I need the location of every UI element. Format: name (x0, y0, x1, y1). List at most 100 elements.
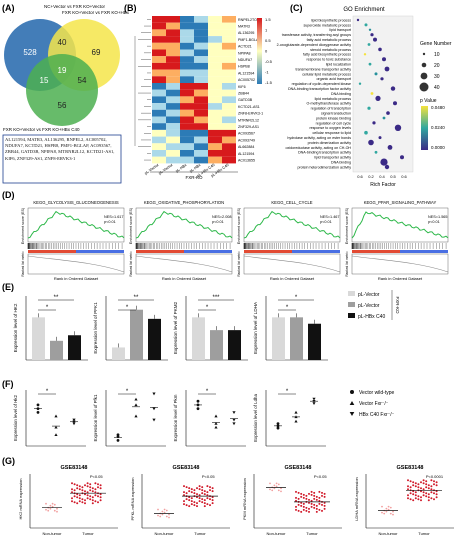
heatmap-cell (166, 109, 180, 117)
scatter-point-tumor (73, 495, 76, 498)
scatter-point-tumor (198, 494, 201, 497)
go-p-ticks: 0.0480 0.0240 0.0000 (431, 105, 445, 150)
scatter-point-tumor (422, 494, 425, 497)
scatter-point-tumor (300, 504, 303, 507)
scatter-point-tumor (196, 502, 198, 505)
heatmap-cell (152, 123, 166, 130)
gsea-es-curve (27, 210, 125, 239)
go-size-legend-dot (422, 52, 426, 56)
scatter-x-label: Tumor (82, 531, 94, 536)
sig-mark: * (206, 305, 209, 311)
scatter-point-tumor (313, 494, 316, 497)
heatmap-cell (152, 156, 166, 164)
gsea-stats: NES=1.467 (320, 215, 340, 219)
scatter-point-tumor (94, 491, 97, 494)
go-dot (364, 23, 368, 27)
scatter-point-tumor (94, 488, 97, 491)
scatter-point-nontumor (165, 515, 168, 518)
scatter-point-tumor (308, 501, 310, 504)
heatmap-cell (152, 16, 166, 23)
scatter-point-tumor (295, 499, 297, 502)
dot-point (72, 422, 76, 426)
scatter-point-tumor (420, 496, 422, 499)
heatmap-cell (208, 62, 222, 70)
scatter-point-tumor (206, 485, 209, 488)
go-dot (378, 47, 382, 52)
scatter-point-tumor (422, 491, 425, 494)
scatter-point-nontumor (387, 508, 390, 511)
gsea-stats: NES=2.008 (212, 215, 232, 219)
scatter-point-tumor (94, 494, 97, 497)
scatter-point-tumor (71, 500, 73, 503)
scatter-point-tumor (193, 504, 196, 507)
dot-point (36, 411, 40, 414)
go-term-label: cellular lipid metabolic process (302, 72, 351, 76)
scatter-point-tumor (407, 485, 409, 488)
heatmap-column-label: pL-HBx (189, 163, 202, 174)
heatmap-cell (180, 16, 194, 23)
legend-swatch-3 (348, 313, 355, 318)
dot-point (232, 422, 236, 426)
heatmap-cell (166, 69, 180, 77)
heatmap-cell (166, 62, 180, 70)
heatmap-cell (194, 116, 208, 124)
heatmap-cell (222, 89, 236, 97)
heatmap-cell (222, 62, 236, 70)
heatmap-cell (180, 89, 194, 97)
gsea-rank-y-label: Ranked list metric (21, 251, 25, 277)
go-term-label: lipid transport (329, 28, 351, 32)
scatter-point-nontumor (49, 507, 52, 510)
scatter-point-tumor (302, 493, 305, 496)
scatter-point-nontumor (53, 509, 56, 512)
heatmap-cell (208, 103, 222, 110)
scatter-point-tumor (190, 491, 193, 494)
scatter-point-nontumor (381, 505, 383, 508)
scatter-point-tumor (91, 490, 94, 493)
go-x-label: Rich Factor (370, 182, 396, 188)
dot-point (312, 402, 316, 406)
dot-point (214, 425, 218, 429)
gsea-rank-bar-pos (352, 250, 400, 253)
heatmap-cell (180, 150, 194, 157)
go-dot (370, 33, 374, 37)
scatter-point-tumor (185, 486, 188, 489)
scatter-point-tumor (407, 488, 409, 491)
scatter-point-tumor (201, 498, 204, 501)
go-dot (374, 150, 378, 154)
scatter-point-tumor (310, 490, 313, 493)
heatmap-cell (222, 143, 236, 150)
scatter-point-tumor (97, 501, 99, 504)
heatmap-gene-label: PMF1-BGLAP (238, 38, 261, 42)
sig-mark: * (286, 305, 289, 311)
scatter-point-tumor (188, 487, 191, 490)
heatmap-cell (152, 89, 166, 97)
scatter-point-tumor (86, 497, 89, 500)
dot-legend-1: Vector wild-type (359, 390, 395, 396)
scatter-point-tumor (414, 485, 417, 488)
scatter-point-tumor (427, 487, 430, 490)
panel-label-c: (C) (290, 3, 303, 13)
gsea-rank-bar-neg (184, 250, 232, 253)
heatmap-cell (152, 29, 166, 37)
sig-mark: * (46, 305, 49, 311)
bar-legend-1: pL-Vector (358, 292, 380, 298)
scatter-point-tumor (81, 486, 84, 489)
dot-point (54, 414, 58, 418)
scatter-dataset: GSE83148 (61, 465, 88, 471)
scatter-point-tumor (315, 507, 318, 510)
gsea-title: KEGG_OXIDATIVE_PHOSPHORYLATION (144, 200, 224, 205)
scatter-point-tumor (305, 497, 308, 500)
scatter-p-value: P<0.0001 (426, 474, 444, 479)
scatter-point-tumor (209, 489, 211, 492)
scatter-point-nontumor (392, 513, 394, 516)
scatter-point-tumor (99, 484, 102, 487)
scatter-point-tumor (313, 506, 316, 509)
scatter-point-tumor (198, 497, 201, 500)
heatmap-cell (152, 22, 166, 30)
go-term-label: transmembrane transporter activity (295, 67, 351, 71)
heatmap-scale-ticks: 1.5 1 0.5 0 -0.5 -1 -1.5 (265, 17, 273, 85)
scatter-point-tumor (435, 493, 438, 496)
bar-legend: pL-Vector pL-Vector pL-HBx C40 FXR-KO (348, 290, 400, 320)
go-term-label: O-methyltransferase activity (306, 102, 351, 106)
go-size-legend-title: Gene Number (420, 41, 452, 47)
